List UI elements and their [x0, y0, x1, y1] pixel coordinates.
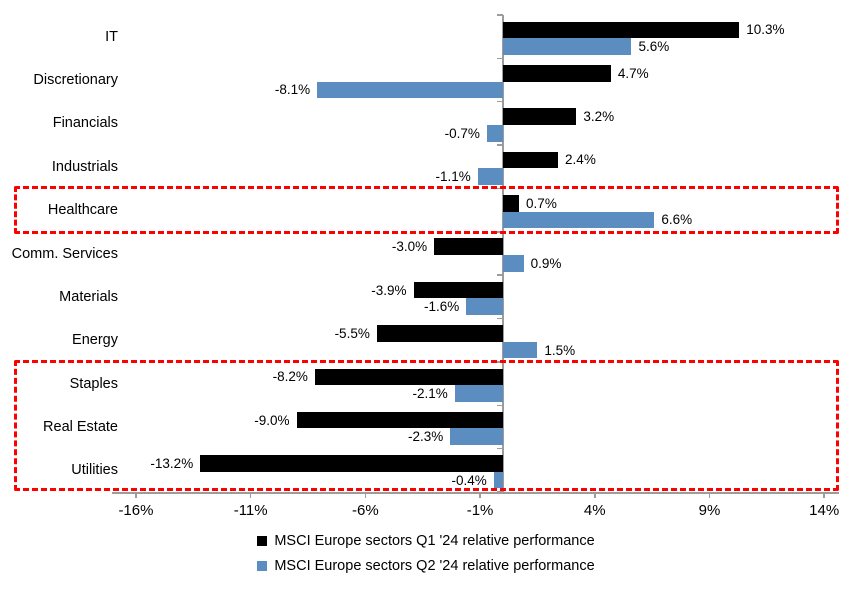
bar-q2-materials [466, 298, 503, 315]
highlight-box-healthcare [14, 186, 839, 234]
bar-q2-staples [454, 385, 503, 402]
x-axis-tick [135, 492, 137, 498]
bar-q2-utilities [493, 471, 503, 489]
value-label: -3.0% [391, 239, 428, 255]
y-axis-tick [496, 144, 503, 146]
value-label: 6.6% [661, 212, 693, 228]
value-label: -0.4% [451, 472, 487, 488]
category-label: IT [105, 28, 118, 45]
y-axis-tick [496, 14, 503, 16]
x-axis-tick-label: 9% [698, 502, 721, 519]
bar-q1-it [503, 21, 740, 39]
x-axis-tick-label: 4% [583, 502, 606, 519]
value-label: 4.7% [617, 65, 649, 81]
category-label: Financials [52, 115, 118, 132]
category-label: Healthcare [47, 202, 118, 219]
value-label: 0.9% [530, 255, 562, 271]
value-label: 2.4% [565, 152, 596, 168]
y-axis-tick [496, 404, 503, 407]
bar-q1-comm-services [434, 238, 503, 255]
value-label: -8.2% [272, 369, 308, 385]
category-label: Energy [72, 332, 118, 349]
y-axis-tick [496, 57, 503, 60]
bar-q1-discretionary [503, 64, 611, 82]
x-axis-tick [364, 492, 367, 498]
x-axis-tick-label: 14% [809, 502, 840, 519]
value-label: 0.7% [526, 195, 557, 211]
bar-q1-staples [314, 368, 503, 386]
x-axis-tick-label: -1% [466, 502, 494, 519]
bar-q1-utilities [200, 455, 503, 472]
bar-q1-financials [503, 108, 577, 125]
bar-q1-healthcare [503, 195, 520, 212]
x-axis-tick [479, 492, 481, 498]
value-label: -13.2% [150, 456, 194, 472]
legend-label-q1: MSCI Europe sectors Q1 '24 relative perf… [274, 533, 595, 549]
value-label: 1.5% [544, 342, 576, 358]
bar-q2-energy [503, 341, 538, 359]
value-label: 10.3% [746, 22, 785, 38]
x-axis-tick [594, 492, 596, 498]
bar-q2-healthcare [503, 211, 655, 229]
value-label: 3.2% [583, 109, 615, 125]
y-axis-line [502, 15, 504, 492]
bar-q2-it [503, 38, 632, 55]
legend-swatch-q1-icon [257, 536, 268, 546]
chart-legend: MSCI Europe sectors Q1 '24 relative perf… [0, 533, 852, 574]
bar-q2-comm-services [503, 255, 524, 272]
highlight-box-staples-real-estate-utilities [14, 359, 839, 491]
y-axis-tick [496, 447, 503, 450]
bar-q1-materials [413, 281, 503, 299]
value-label: -8.1% [274, 82, 311, 98]
y-axis-tick [496, 317, 503, 320]
bar-q2-real-estate [450, 428, 503, 446]
x-axis-line [112, 492, 839, 494]
category-label: Utilities [71, 462, 118, 479]
x-axis-tick [823, 492, 825, 498]
legend-item-q2: MSCI Europe sectors Q2 '24 relative perf… [257, 558, 595, 574]
category-label: Comm. Services [11, 245, 118, 262]
legend-swatch-q2-icon [257, 561, 268, 571]
value-label: -3.9% [371, 282, 407, 298]
category-label: Industrials [51, 158, 118, 175]
value-label: -1.1% [435, 169, 471, 185]
x-axis-tick [708, 492, 711, 498]
value-label: -5.5% [334, 325, 370, 341]
value-label: -2.1% [412, 385, 448, 401]
value-label: -2.3% [407, 429, 444, 445]
bar-q2-industrials [477, 168, 503, 185]
bar-q1-industrials [503, 151, 559, 169]
y-axis-tick [496, 491, 503, 493]
bar-q1-energy [376, 325, 503, 342]
category-label: Discretionary [33, 72, 118, 89]
value-label: -9.0% [254, 412, 290, 428]
value-label: 5.6% [638, 39, 670, 54]
bar-q2-financials [486, 124, 503, 142]
x-axis-tick-label: -6% [352, 502, 379, 519]
category-label: Materials [59, 288, 118, 305]
y-axis-tick [496, 100, 503, 103]
category-label: Staples [69, 375, 118, 392]
value-label: -1.6% [424, 299, 460, 315]
x-axis-tick-label: -11% [233, 502, 268, 519]
legend-item-q1: MSCI Europe sectors Q1 '24 relative perf… [257, 533, 595, 549]
y-axis-tick [496, 274, 503, 276]
bar-q2-discretionary [317, 81, 503, 99]
x-axis-tick-label: -16% [118, 502, 154, 519]
bar-q1-real-estate [296, 411, 503, 429]
value-label: -0.7% [444, 125, 480, 141]
x-axis-tick [249, 492, 252, 498]
legend-label-q2: MSCI Europe sectors Q2 '24 relative perf… [274, 558, 595, 574]
category-label: Real Estate [43, 418, 118, 435]
